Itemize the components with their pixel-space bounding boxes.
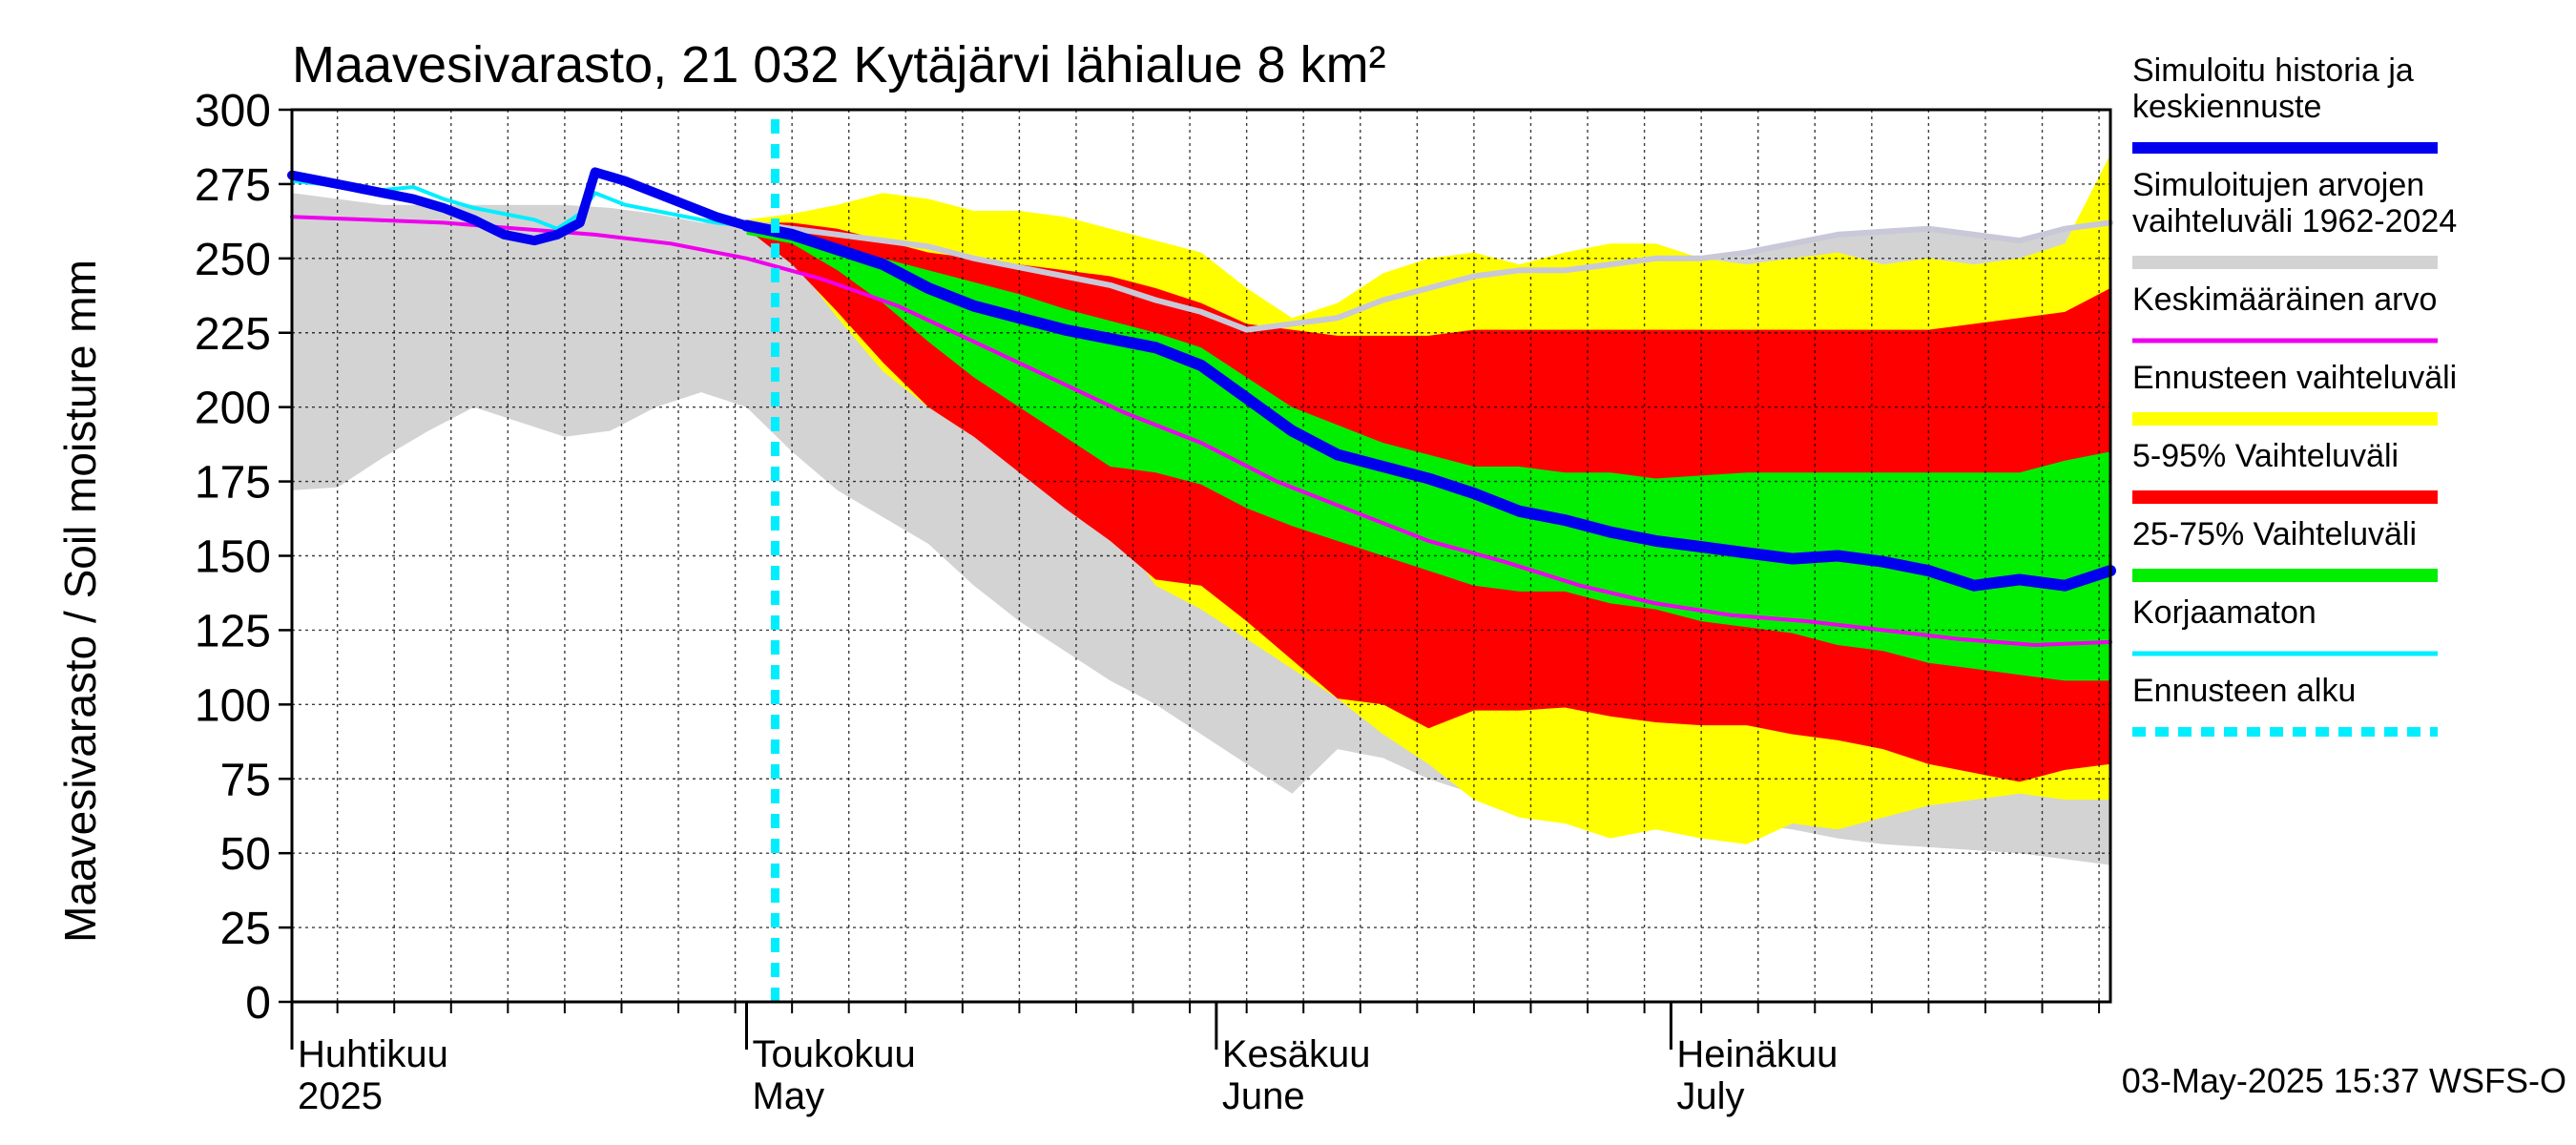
x-month-label-en: May — [753, 1075, 825, 1117]
y-tick-label: 275 — [195, 160, 271, 211]
axes-layer: 0 25 50 75 100 125 150 175 200 225 250 275 300 Huhtik… — [195, 86, 2112, 1117]
legend-label: Korjaamaton — [2132, 594, 2316, 631]
bands-layer — [292, 154, 2110, 865]
legend-label: 25-75% Vaihteluväli — [2132, 516, 2417, 552]
legend-label: Ennusteen alku — [2132, 673, 2356, 709]
x-month-label: Toukokuu — [753, 1033, 916, 1075]
y-tick-label: 175 — [195, 458, 271, 509]
y-tick-label: 300 — [195, 86, 271, 136]
y-tick-label: 25 — [220, 904, 271, 954]
y-tick-label: 125 — [195, 606, 271, 656]
y-tick-label: 150 — [195, 532, 271, 583]
legend-label: Ennusteen vaihteluväli — [2132, 360, 2457, 396]
grid-layer — [292, 110, 2110, 1002]
y-tick-label: 50 — [220, 829, 271, 880]
y-tick-label: 0 — [245, 978, 271, 1029]
y-tick-label: 225 — [195, 309, 271, 360]
x-month-label: Heinäkuu — [1676, 1033, 1838, 1075]
legend-label: vaihteluväli 1962-2024 — [2132, 203, 2457, 239]
mean-line — [290, 215, 2112, 647]
x-month-label: Huhtikuu — [298, 1033, 448, 1075]
x-month-label-en: June — [1222, 1075, 1305, 1117]
y-tick-label: 200 — [195, 384, 271, 434]
legend-label: Simuloitu historia ja — [2132, 52, 2414, 89]
y-tick-label: 250 — [195, 235, 271, 285]
chart-title: Maavesivarasto, 21 032 Kytäjärvi lähialu… — [292, 36, 1386, 94]
y-tick-label: 75 — [220, 755, 271, 805]
x-month-label: Kesäkuu — [1222, 1033, 1371, 1075]
simulated-history-line — [287, 167, 752, 246]
median-forecast-line — [740, 219, 2116, 592]
y-axis-label: Maavesivarasto / Soil moisture mm — [55, 260, 105, 943]
x-month-label-en: 2025 — [298, 1075, 383, 1117]
legend-label: Simuloitujen arvojen — [2132, 167, 2424, 203]
timestamp: 03-May-2025 15:37 WSFS-O — [2122, 1061, 2566, 1100]
legend-label: Keskimääräinen arvo — [2132, 281, 2437, 318]
legend-label: keskiennuste — [2132, 89, 2321, 125]
y-tick-label: 100 — [195, 680, 271, 731]
historical-upper-line — [743, 219, 2113, 333]
legend-label: 5-95% Vaihteluväli — [2132, 438, 2399, 474]
lines-layer — [287, 119, 2116, 1002]
x-month-label-en: July — [1676, 1075, 1744, 1117]
